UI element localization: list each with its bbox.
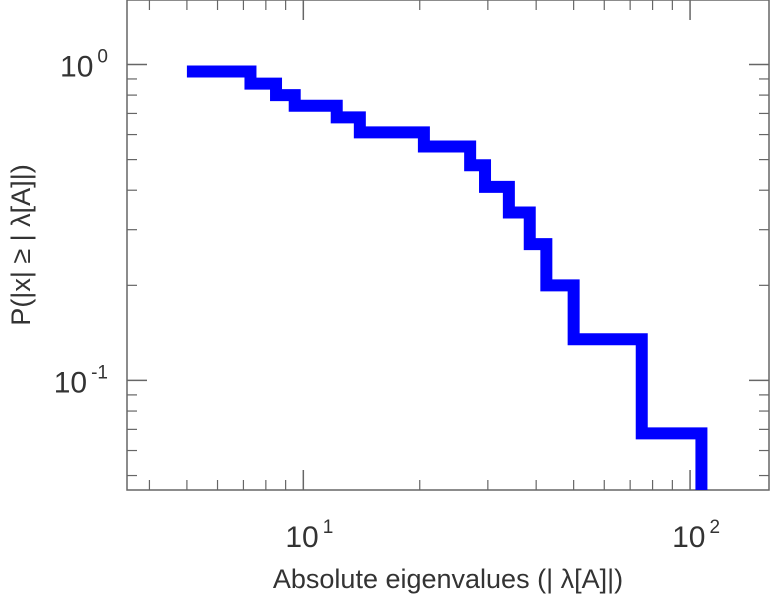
tick-labels: 10 1 10 2 10 0 10 -1 <box>54 46 720 554</box>
x-tick-label: 10 1 <box>285 517 333 554</box>
minor-ticks <box>127 0 769 490</box>
y-axis-title: P(|x| ≥ | λ[A]|) <box>6 164 36 325</box>
series-line-group <box>186 65 708 490</box>
y-tick-label: 10 -1 <box>54 362 108 399</box>
x-axis-title: Absolute eigenvalues (| λ[A]|) <box>273 564 623 594</box>
plot-frame <box>126 0 770 491</box>
x-tick-label: 10 2 <box>672 517 720 554</box>
ccdf-step-line <box>186 65 708 490</box>
major-ticks <box>127 0 769 490</box>
y-tick-label: 10 0 <box>60 46 108 83</box>
